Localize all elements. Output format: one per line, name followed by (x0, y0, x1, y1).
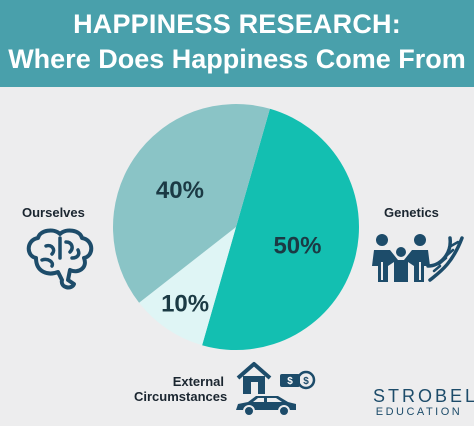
pie-label-genetics: 50% (273, 233, 321, 260)
pie-label-ourselves: 40% (156, 177, 204, 204)
external-icons: $ $ (236, 362, 316, 417)
external-label-line-1: External (172, 374, 224, 389)
external-circumstances-label: External Circumstances (134, 374, 228, 404)
title-line-2: Where Does Happiness Come From (8, 44, 466, 74)
pie-slice-labels: 50% 10% 40% (156, 177, 322, 317)
svg-text:$: $ (287, 376, 293, 387)
money-icon: $ $ (280, 370, 316, 390)
pie-slice-genetics (202, 108, 359, 351)
logo-line-1: STROBEL (373, 386, 474, 406)
external-label-line-2: Circumstances (134, 389, 228, 404)
pie-slices (113, 104, 359, 351)
pie-slice-ourselves (113, 104, 270, 303)
genetics-label: Genetics (384, 205, 439, 220)
car-icon (236, 396, 296, 417)
house-icon (236, 362, 272, 394)
family-icon (372, 234, 430, 282)
pie-slice-external-circumstances (139, 227, 236, 346)
title-line-1: HAPPINESS RESEARCH: (73, 9, 401, 39)
strobel-education-logo: STROBEL EDUCATION (373, 386, 474, 418)
dna-icon (426, 236, 464, 282)
svg-text:$: $ (303, 376, 309, 387)
brain-icon (26, 228, 94, 290)
pie-label-external-circumstances: 10% (161, 290, 209, 317)
logo-line-2: EDUCATION (375, 406, 463, 418)
header-banner: HAPPINESS RESEARCH: Where Does Happiness… (0, 0, 474, 87)
ourselves-label: Ourselves (22, 205, 85, 220)
